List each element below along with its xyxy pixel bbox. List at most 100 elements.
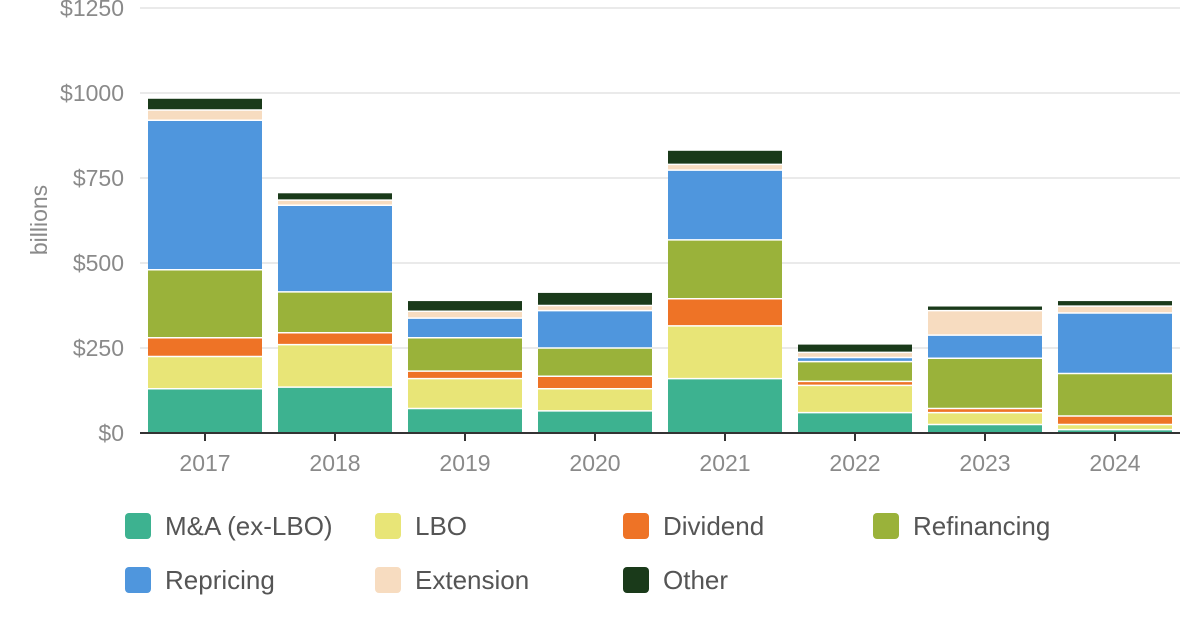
bar-segment xyxy=(798,381,912,386)
x-tick-label: 2022 xyxy=(829,450,880,476)
bar-stack-2019 xyxy=(408,301,522,433)
y-tick-label: $0 xyxy=(98,420,124,446)
legend-item[interactable]: LBO xyxy=(375,511,467,541)
bar-segment xyxy=(148,269,262,338)
x-tick-label: 2018 xyxy=(309,450,360,476)
x-tick-label: 2017 xyxy=(179,450,230,476)
x-tick-label: 2020 xyxy=(569,450,620,476)
legend-swatch xyxy=(623,567,649,593)
legend-label: Other xyxy=(663,564,729,595)
legend-swatch xyxy=(125,567,151,593)
legend-item[interactable]: Repricing xyxy=(125,565,275,595)
bar-segment xyxy=(148,110,262,121)
bars xyxy=(148,98,1172,433)
bar-segment xyxy=(538,292,652,306)
legend-swatch xyxy=(375,567,401,593)
x-tick-label: 2023 xyxy=(959,450,1010,476)
legend-swatch xyxy=(873,513,899,539)
bar-stack-2020 xyxy=(538,292,652,433)
bar-segment xyxy=(408,378,522,409)
legend-swatch xyxy=(375,513,401,539)
stacked-bar-chart: $0 $250 $500 $750 $1000 $1250 2017 2018 2019 202… xyxy=(26,0,1180,476)
legend-label: LBO xyxy=(415,510,468,541)
bar-stack-2022 xyxy=(798,344,912,433)
bar-segment xyxy=(798,385,912,413)
bar-segment xyxy=(408,318,522,338)
bar-segment xyxy=(408,301,522,312)
legend-label: M&A (ex-LBO) xyxy=(165,510,333,541)
bar-segment xyxy=(928,310,1042,336)
bar-segment xyxy=(408,311,522,319)
y-tick-label: $1000 xyxy=(60,80,124,106)
bar-segment xyxy=(278,332,392,345)
bar-segment xyxy=(1058,312,1172,374)
legend-item[interactable]: Extension xyxy=(375,565,529,595)
bar-segment xyxy=(148,98,262,110)
bar-segment xyxy=(798,361,912,382)
bar-stack-2017 xyxy=(148,98,262,433)
bar-stack-2021 xyxy=(668,150,782,433)
bar-segment xyxy=(278,387,392,433)
bar-segment xyxy=(928,306,1042,311)
bar-segment xyxy=(148,337,262,357)
bar-segment xyxy=(278,344,392,388)
bar-segment xyxy=(668,150,782,165)
legend-swatch xyxy=(623,513,649,539)
y-tick-label: $1250 xyxy=(60,0,124,21)
legend-label: Repricing xyxy=(165,564,275,595)
legend-item[interactable]: Dividend xyxy=(623,511,764,541)
bar-segment xyxy=(538,348,652,377)
bar-segment xyxy=(668,170,782,240)
y-tick-label: $750 xyxy=(73,165,124,191)
bar-segment xyxy=(668,325,782,379)
y-tick-label: $250 xyxy=(73,335,124,361)
bar-stack-2023 xyxy=(928,306,1042,433)
bar-segment xyxy=(1058,306,1172,313)
bar-segment xyxy=(148,120,262,270)
bar-segment xyxy=(668,164,782,171)
legend-label: Extension xyxy=(415,564,530,595)
legend-label: Dividend xyxy=(663,510,765,541)
bar-segment xyxy=(408,408,522,433)
bar-segment xyxy=(408,371,522,379)
bar-stack-2024 xyxy=(1058,301,1172,433)
bar-stack-2018 xyxy=(278,193,392,433)
bar-segment xyxy=(278,291,392,333)
bar-segment xyxy=(1058,373,1172,416)
bar-segment xyxy=(148,356,262,389)
y-axis-title: billions xyxy=(26,185,52,255)
bar-segment xyxy=(798,357,912,362)
x-tick-label: 2024 xyxy=(1089,450,1140,476)
bar-segment xyxy=(928,335,1042,359)
legend-item[interactable]: Other xyxy=(623,565,728,595)
bar-segment xyxy=(408,337,522,372)
bar-segment xyxy=(928,358,1042,409)
bar-segment xyxy=(798,412,912,433)
bar-segment xyxy=(1058,429,1172,433)
bar-segment xyxy=(928,412,1042,425)
bar-segment xyxy=(798,344,912,353)
bar-segment xyxy=(1058,424,1172,430)
bar-segment xyxy=(538,376,652,389)
bar-segment xyxy=(538,388,652,411)
bar-segment xyxy=(538,310,652,348)
bar-segment xyxy=(1058,301,1172,307)
y-axis-tick-labels: $0 $250 $500 $750 $1000 $1250 xyxy=(60,0,124,446)
x-tick-label: 2019 xyxy=(439,450,490,476)
bar-segment xyxy=(668,298,782,326)
bar-segment xyxy=(278,205,392,292)
y-tick-label: $500 xyxy=(73,250,124,276)
x-tick-label: 2021 xyxy=(699,450,750,476)
bar-segment xyxy=(538,305,652,311)
bar-segment xyxy=(928,424,1042,433)
bar-segment xyxy=(278,193,392,201)
bar-segment xyxy=(928,408,1042,413)
bar-segment xyxy=(668,239,782,299)
legend-item[interactable]: M&A (ex-LBO) xyxy=(125,511,333,541)
x-axis-ticks: 2017 2018 2019 2020 2021 2022 2023 2024 xyxy=(179,433,1141,476)
bar-segment xyxy=(538,410,652,433)
legend-item[interactable]: Refinancing xyxy=(873,511,1050,541)
legend: M&A (ex-LBO) LBO Dividend Refinancing Repric… xyxy=(125,505,1125,615)
legend-swatch xyxy=(125,513,151,539)
bar-segment xyxy=(798,352,912,358)
